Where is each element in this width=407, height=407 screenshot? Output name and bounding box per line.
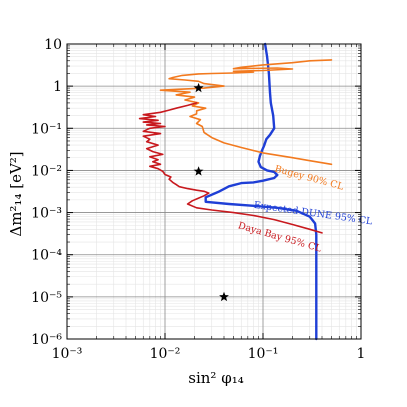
y-tick-label: 10⁻¹ bbox=[31, 121, 62, 137]
star-marker bbox=[193, 82, 204, 93]
x-tick-label: 10⁻³ bbox=[52, 346, 83, 362]
series-layer bbox=[138, 42, 333, 341]
x-tick-label: 1 bbox=[357, 346, 366, 362]
x-axis-title: sin² φ₁₄ bbox=[188, 369, 243, 387]
x-tick-labels: 10⁻³ 10⁻² 10⁻¹ 1 bbox=[52, 346, 366, 362]
series-line-expected-dune-95-cl bbox=[204, 42, 318, 341]
tick-layer bbox=[66, 43, 362, 340]
y-tick-label: 1 bbox=[53, 79, 62, 95]
y-tick-label: 10⁻⁴ bbox=[31, 248, 62, 264]
series-line-daya-bay-95-cl bbox=[138, 102, 323, 234]
x-tick-label: 10⁻² bbox=[150, 346, 181, 362]
y-tick-label: 10⁻⁵ bbox=[31, 290, 62, 306]
y-tick-labels: 10⁻⁶ 10⁻⁵ 10⁻⁴ 10⁻³ 10⁻² 10⁻¹ 1 10 bbox=[31, 37, 62, 348]
plot-frame bbox=[66, 43, 362, 340]
grid-minor bbox=[67, 44, 361, 339]
y-tick-label: 10⁻⁶ bbox=[31, 332, 62, 348]
curve-label: Expected DUNE 95% CL bbox=[253, 200, 374, 228]
y-tick-label: 10⁻³ bbox=[31, 206, 62, 222]
star-marker bbox=[193, 166, 204, 176]
y-tick-label: 10⁻² bbox=[31, 163, 62, 179]
star-marker bbox=[219, 291, 229, 302]
series-line-bugey-90-cl bbox=[159, 59, 333, 166]
x-tick-label: 10⁻¹ bbox=[248, 346, 279, 362]
y-axis-title: Δm²₁₄ [eV²] bbox=[7, 151, 25, 236]
curve-label: Bugey 90% CL bbox=[273, 164, 345, 193]
y-tick-label: 10 bbox=[44, 37, 62, 53]
marker-layer bbox=[193, 82, 229, 302]
